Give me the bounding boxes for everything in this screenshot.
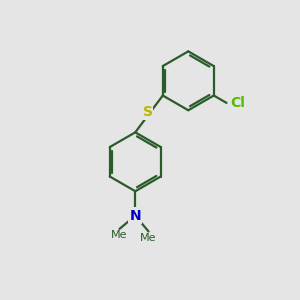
Text: Me: Me <box>111 230 128 240</box>
Text: Me: Me <box>140 233 157 243</box>
Text: S: S <box>142 106 153 119</box>
Text: Cl: Cl <box>230 96 245 110</box>
Text: N: N <box>130 209 141 223</box>
